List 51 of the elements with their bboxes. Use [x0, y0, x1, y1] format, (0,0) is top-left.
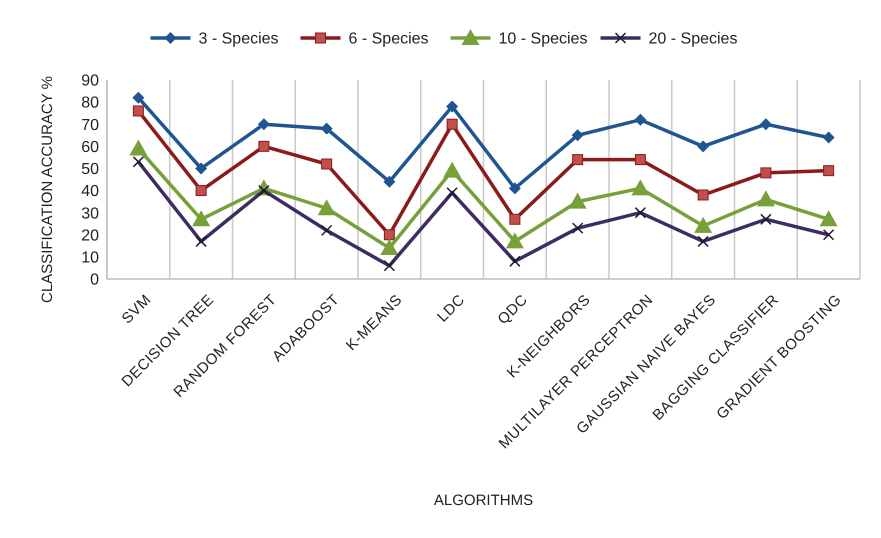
point: [760, 118, 772, 130]
y-tick-label: 10: [81, 249, 100, 266]
point: [383, 176, 396, 188]
point: [572, 154, 584, 166]
point: [823, 165, 834, 176]
x-axis-title: ALGORITHMS: [434, 492, 534, 509]
point: [192, 210, 210, 226]
point: [572, 129, 584, 142]
legend-label: 10 - Species: [498, 30, 588, 48]
y-axis-title: CLASSIFICATION ACCURACY %: [39, 76, 56, 303]
point: [634, 114, 646, 126]
point: [634, 154, 646, 166]
point: [698, 189, 709, 200]
point: [443, 162, 462, 178]
y-tick-label: 50: [81, 161, 100, 178]
point: [129, 140, 148, 156]
point: [196, 185, 207, 196]
point: [509, 214, 520, 225]
y-tick-label: 30: [81, 205, 100, 222]
point: [446, 118, 458, 130]
point: [697, 140, 710, 152]
point: [506, 232, 524, 248]
point: [318, 199, 336, 216]
point: [820, 210, 838, 226]
point: [384, 229, 395, 240]
y-tick-label: 70: [81, 116, 100, 134]
point: [631, 179, 650, 196]
y-tick-label: 90: [81, 72, 100, 90]
point: [258, 140, 270, 152]
point: [508, 182, 521, 194]
point: [694, 216, 712, 233]
y-tick-label: 60: [81, 138, 100, 156]
y-tick-label: 0: [90, 272, 100, 289]
y-tick-label: 20: [81, 227, 100, 244]
point: [380, 239, 398, 256]
y-tick-label: 40: [81, 183, 100, 200]
point: [132, 105, 144, 116]
point: [195, 162, 208, 174]
point: [446, 100, 458, 113]
legend-label: 6 - Species: [348, 30, 429, 48]
point: [321, 158, 332, 170]
legend-label: 3 - Species: [198, 30, 279, 48]
point: [822, 131, 835, 144]
point: [756, 190, 775, 206]
point: [760, 167, 772, 178]
point: [258, 118, 270, 130]
y-tick-label: 80: [81, 94, 100, 112]
point: [132, 92, 144, 104]
point: [568, 192, 587, 209]
point: [320, 122, 333, 135]
legend-label: 20 - Species: [648, 30, 738, 48]
